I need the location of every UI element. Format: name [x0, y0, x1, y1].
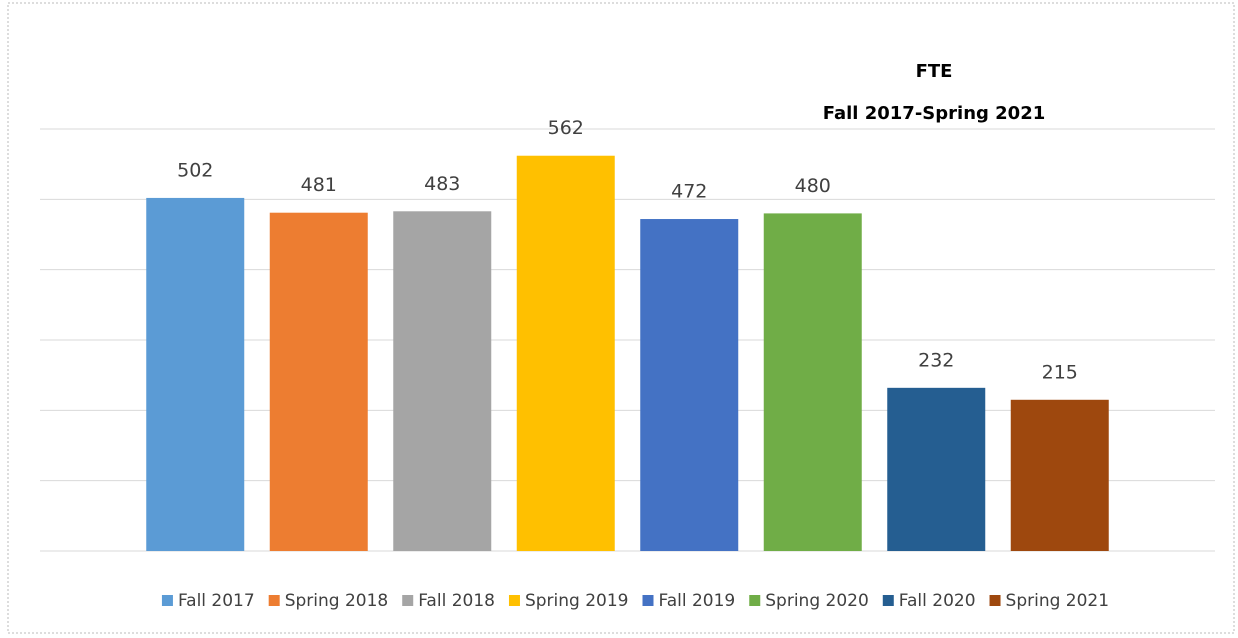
- legend-label: Fall 2019: [659, 591, 736, 611]
- legend-label: Spring 2021: [1006, 591, 1110, 611]
- legend-label: Fall 2017: [178, 591, 255, 611]
- legend-swatch: [402, 595, 414, 606]
- chart-title: FTE: [916, 61, 953, 82]
- legend-swatch: [268, 595, 280, 606]
- legend-swatch: [749, 595, 761, 606]
- bar: [640, 219, 739, 551]
- data-label: 472: [671, 181, 707, 203]
- bar: [393, 211, 492, 552]
- data-label: 215: [1042, 361, 1078, 383]
- data-label: 480: [795, 175, 831, 197]
- legend-label: Spring 2020: [765, 591, 869, 611]
- bar: [887, 387, 986, 551]
- legend-label: Spring 2019: [525, 591, 629, 611]
- chart-subtitle: Fall 2017-Spring 2021: [823, 103, 1046, 124]
- data-label: 481: [301, 174, 337, 196]
- data-label: 562: [548, 117, 584, 139]
- bar: [269, 212, 368, 552]
- legend-label: Fall 2018: [418, 591, 495, 611]
- bar: [1010, 399, 1109, 551]
- legend-label: Fall 2020: [899, 591, 976, 611]
- legend-label: Spring 2018: [285, 591, 389, 611]
- bar: [146, 197, 245, 551]
- chart-border: [7, 2, 1235, 634]
- legend-swatch: [642, 595, 654, 606]
- bar: [516, 155, 615, 551]
- legend-swatch: [989, 595, 1001, 606]
- bar: [763, 213, 862, 551]
- data-label: 483: [424, 173, 460, 195]
- data-label: 232: [918, 349, 954, 371]
- legend-swatch: [508, 595, 520, 606]
- legend-swatch: [161, 595, 173, 606]
- legend-swatch: [882, 595, 894, 606]
- data-label: 502: [177, 159, 213, 181]
